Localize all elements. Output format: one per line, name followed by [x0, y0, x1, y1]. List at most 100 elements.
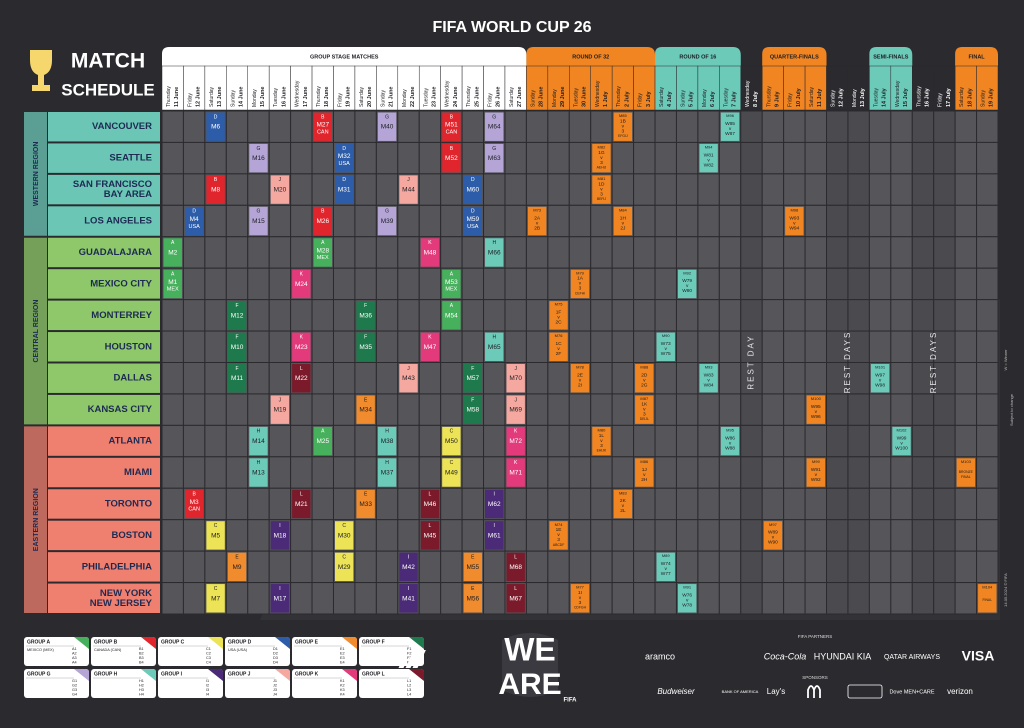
grid-cell [311, 519, 334, 552]
grid-cell [675, 173, 699, 206]
grid-cell [311, 267, 334, 301]
match-cell [549, 332, 568, 361]
grid-cell [933, 267, 956, 301]
grid-cell [740, 456, 763, 489]
grid-cell [868, 267, 892, 301]
grid-cell [847, 173, 870, 206]
legend-group: GROUP L [362, 671, 385, 677]
match-number: M22 [295, 375, 308, 382]
legend-slot: K2 [340, 684, 345, 688]
city-name: MEXICO CITY [90, 278, 152, 289]
grid-cell [204, 141, 227, 175]
grid-cell [804, 173, 828, 206]
match-cell [506, 364, 525, 393]
grid-cell [718, 173, 742, 206]
grid-cell [440, 487, 463, 521]
date: 22 June [410, 87, 416, 107]
grid-cell [783, 110, 806, 143]
fixture-line: W76 [682, 593, 692, 599]
fixture-line: W82 [704, 162, 714, 168]
match-number: M91 [683, 585, 692, 590]
date: 21 June [389, 87, 395, 107]
match-number: M15 [252, 218, 265, 225]
legend-group: GROUP K [295, 671, 319, 677]
fixture-line: v [707, 158, 710, 163]
grid-cell [461, 110, 485, 143]
rest-label: REST DAYS [929, 331, 938, 394]
grid-cell [311, 550, 334, 584]
grid-cell [440, 330, 463, 363]
grid-cell [633, 267, 656, 301]
match-cell [549, 301, 568, 330]
date-header: Friday 10 July [788, 87, 802, 107]
sponsor: Lay's [767, 687, 785, 696]
grid-cell [847, 550, 870, 584]
fixture-line: v [557, 347, 560, 352]
grid-cell [633, 330, 656, 363]
grid-cell [697, 110, 720, 143]
date-header-cell [976, 65, 999, 111]
grid-cell [954, 362, 978, 395]
match-number: M79 [576, 270, 585, 275]
grid-cell [740, 204, 763, 238]
stage-bar [655, 47, 741, 66]
grid-cell [247, 487, 270, 521]
date: 7 July [732, 90, 738, 107]
fixture-line: 1L [599, 433, 605, 439]
grid-cell [225, 424, 249, 458]
match-number: M18 [274, 532, 287, 539]
weekday: Tuesday [273, 88, 279, 107]
grid-cell [225, 456, 249, 489]
grid-cell [718, 393, 742, 426]
fixture-line: W78 [682, 603, 692, 609]
stage-bar [162, 47, 527, 66]
legend-slot: L4 [407, 693, 411, 697]
fixture-line: 1I [578, 590, 582, 596]
grid-cell [332, 110, 356, 143]
date-header: Monday 6 July [702, 89, 716, 107]
city-label-bg [48, 206, 160, 236]
grid-cell [397, 204, 420, 238]
fixture-line: v [879, 378, 882, 383]
legend-group: GROUP D [228, 639, 252, 645]
grid-cell [204, 393, 227, 426]
city-name: NEW YORK [100, 588, 152, 599]
grid-cell [182, 141, 206, 175]
match-number: M74 [555, 522, 564, 527]
grid-cell [268, 204, 292, 238]
grid-cell [268, 456, 292, 489]
legend-box [24, 637, 89, 666]
title-line: SCHEDULE [61, 80, 155, 99]
grid-cell [440, 204, 463, 238]
grid-cell [654, 141, 677, 175]
city-name: VANCOUVER [92, 121, 152, 132]
grid-cell [697, 236, 720, 269]
fixture-line: 3 [579, 600, 582, 606]
match-number: M35 [359, 344, 372, 351]
grid-cell [332, 362, 356, 395]
match-number: M25 [316, 438, 329, 445]
group-letter: H [385, 460, 389, 466]
grid-cell [826, 267, 849, 301]
stage-label: FINAL [968, 54, 985, 60]
city-name: GUADALAJARA [79, 247, 153, 258]
grid-cell [204, 550, 227, 584]
date: 28 June [539, 87, 545, 107]
legend-group: GROUP I [161, 671, 183, 677]
grid-cell [461, 424, 485, 458]
grid-cell [290, 299, 313, 332]
grid-cell [268, 362, 292, 395]
fixture-line: W73 [661, 341, 671, 347]
grid-cell [611, 267, 635, 301]
date-header: Thursday 25 June [466, 86, 480, 107]
grid-cell [397, 393, 420, 426]
grid-cell [204, 299, 227, 332]
match-number: M78 [576, 365, 585, 370]
group-letter: C [214, 586, 218, 592]
match-cell [592, 426, 611, 456]
match-number: M29 [338, 564, 351, 571]
grid-cell [804, 550, 828, 584]
region-label: WESTERN REGION [33, 142, 40, 207]
group-letter: K [514, 460, 518, 466]
grid-cell [418, 141, 442, 175]
